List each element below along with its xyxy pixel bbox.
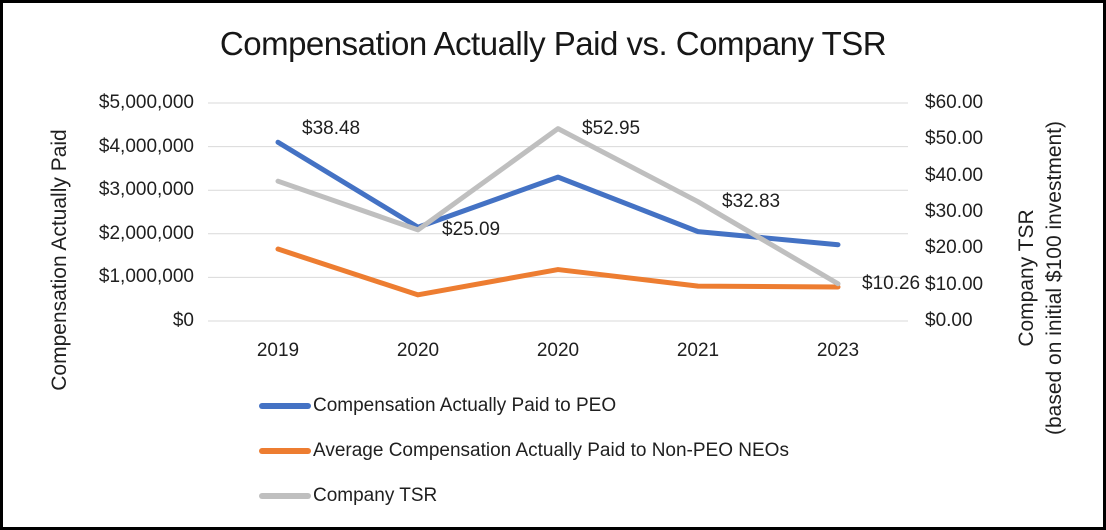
left-axis-title: Compensation Actually Paid [48,129,71,391]
right-axis-tick: $60.00 [925,92,984,113]
series-point-label: $52.95 [582,117,641,139]
x-axis-tick: 2023 [816,340,860,361]
right-axis-title: Company TSR (based on initial $100 inves… [1013,78,1069,478]
x-axis-tick: 2020 [396,340,440,361]
legend-line-marker [259,403,311,409]
legend-item-label: Compensation Actually Paid to PEO [313,395,617,416]
left-axis-tick: $4,000,000 [98,135,194,157]
series-point-label: $10.26 [862,272,921,294]
right-axis-tick: $0.00 [925,310,973,331]
series-point-label: $25.09 [442,218,501,240]
left-axis-tick: $5,000,000 [98,92,194,113]
left-axis-tick: $1,000,000 [98,266,194,288]
legend-item-2: Company TSR [259,485,789,507]
right-axis-tick: $30.00 [925,201,984,222]
x-axis-tick: 2020 [536,340,580,361]
chart-legend: Compensation Actually Paid to PEO Average… [259,395,789,527]
left-axis-tick: $2,000,000 [98,222,194,244]
left-axis-tick: $3,000,000 [98,179,194,201]
x-axis-tick: 2019 [256,340,300,361]
legend-item-0: Compensation Actually Paid to PEO [259,395,789,417]
series-point-label: $32.83 [722,190,781,212]
right-axis-tick: $10.00 [925,273,984,295]
left-axis-tick: $0 [172,310,194,331]
legend-line-marker [259,448,311,454]
legend-item-label: Average Compensation Actually Paid to No… [313,440,789,461]
legend-item-1: Average Compensation Actually Paid to No… [259,440,789,462]
right-axis-tick: $20.00 [925,237,984,259]
legend-line-marker [259,493,311,499]
right-axis-tick: $40.00 [925,164,984,186]
series-point-label: $38.48 [302,118,361,140]
series-line-1 [275,246,841,298]
right-axis-title-line1: Company TSR [1015,209,1038,347]
right-axis-title-line2: (based on initial $100 investment) [1043,121,1066,436]
legend-item-label: Company TSR [313,485,438,506]
chart-title: Compensation Actually Paid vs. Company T… [219,25,887,62]
right-axis-tick: $50.00 [925,128,984,150]
x-axis-tick: 2021 [676,340,720,361]
